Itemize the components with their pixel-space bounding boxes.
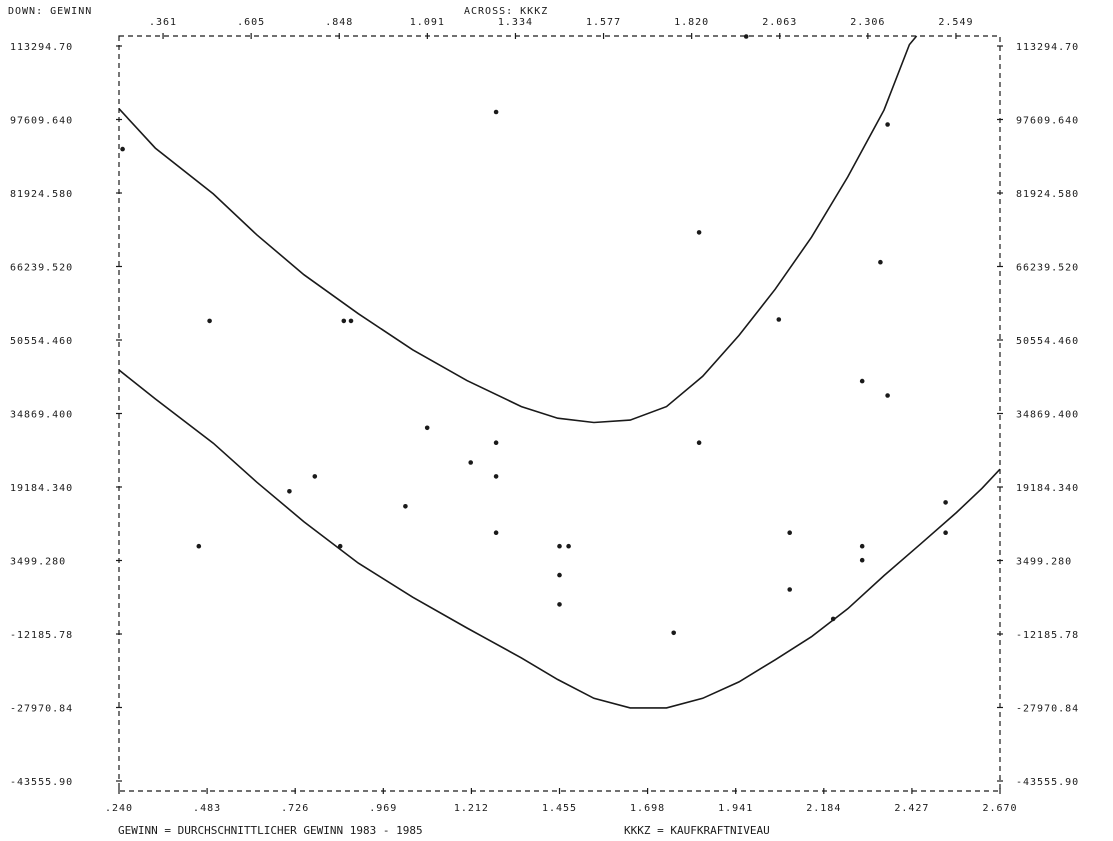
left-tick-label: -12185.78 — [10, 630, 73, 641]
bottom-tick-label: 2.670 — [982, 803, 1017, 814]
right-tick-label: -43555.90 — [1016, 777, 1079, 788]
footnote-gewinn: GEWINN = DURCHSCHNITTLICHER GEWINN 1983 … — [118, 824, 423, 837]
left-tick-label: -43555.90 — [10, 777, 73, 788]
data-point — [557, 572, 562, 578]
data-point — [207, 318, 212, 324]
data-point — [830, 616, 836, 622]
header-across-label: ACROSS: KKKZ — [464, 6, 548, 17]
left-tick-label: 66239.520 — [10, 263, 73, 274]
data-point — [493, 474, 499, 479]
right-tick-label: 3499.280 — [1016, 557, 1072, 568]
data-point — [468, 460, 474, 465]
right-tick-label: -27970.84 — [1016, 704, 1079, 715]
bottom-tick-label: .240 — [105, 803, 133, 814]
bottom-tick-label: .969 — [369, 803, 397, 814]
top-tick-label: 1.577 — [586, 17, 621, 28]
footnote-kkkz: KKKZ = KAUFKRAFTNIVEAU — [624, 824, 770, 837]
bottom-tick-label: 2.427 — [894, 803, 929, 814]
bottom-tick-label: 2.184 — [806, 803, 841, 814]
right-tick-label: -12185.78 — [1016, 630, 1079, 641]
left-tick-label: 81924.580 — [10, 189, 73, 200]
right-tick-label: 34869.400 — [1016, 410, 1079, 421]
right-tick-label: 66239.520 — [1016, 263, 1079, 274]
top-tick-label: 2.306 — [850, 17, 885, 28]
upper-band-curve — [118, 35, 918, 424]
data-point — [743, 34, 749, 39]
data-point — [341, 318, 347, 324]
left-tick-label: 113294.70 — [10, 42, 73, 53]
header-down-label: DOWN: GEWINN — [8, 6, 92, 17]
bottom-tick-label: .483 — [193, 803, 221, 814]
top-tick-label: 1.334 — [498, 17, 533, 28]
top-tick-label: 1.820 — [674, 17, 709, 28]
data-points — [120, 34, 948, 636]
data-point — [878, 259, 883, 265]
data-point — [557, 543, 562, 549]
data-point — [424, 425, 430, 431]
right-tick-label: 113294.70 — [1016, 42, 1079, 53]
bottom-tick-label: .726 — [281, 803, 309, 814]
left-tick-label: 19184.340 — [10, 483, 73, 494]
data-point — [787, 530, 792, 535]
bottom-tick-label: 1.455 — [542, 803, 577, 814]
top-tick-label: .361 — [149, 17, 177, 28]
left-tick-label: 50554.460 — [10, 336, 73, 347]
top-axis-ticks: .361 .605 .848 1.091 1.334 1.577 1.820 2.063 2.3… — [149, 17, 973, 39]
top-tick-label: 2.549 — [938, 17, 973, 28]
data-point — [493, 109, 499, 115]
left-tick-label: 34869.400 — [10, 410, 73, 421]
data-point — [120, 146, 125, 152]
data-point — [885, 393, 890, 398]
data-point — [566, 543, 571, 549]
data-point — [787, 587, 792, 592]
lower-band-curve — [118, 369, 1001, 709]
data-point — [859, 378, 865, 384]
data-point — [885, 122, 890, 127]
data-point — [287, 489, 292, 494]
right-tick-label: 97609.640 — [1016, 116, 1079, 127]
data-point — [337, 543, 343, 549]
right-axis-ticks: 113294.70 97609.640 81924.580 66239.520 5055… — [997, 42, 1079, 788]
data-point — [312, 474, 318, 479]
top-tick-label: .605 — [237, 17, 265, 28]
data-point — [348, 318, 354, 324]
top-tick-label: .848 — [325, 17, 353, 28]
left-tick-label: -27970.84 — [10, 704, 73, 715]
data-point — [776, 317, 782, 322]
data-point — [696, 230, 702, 235]
data-point — [557, 602, 562, 607]
data-point — [403, 504, 408, 509]
left-axis-ticks: 113294.70 97609.640 81924.580 66239.520 5055… — [10, 42, 122, 788]
top-tick-label: 2.063 — [762, 17, 797, 28]
data-point — [696, 440, 702, 446]
data-point — [859, 543, 865, 549]
data-point — [859, 557, 865, 563]
bottom-tick-label: 1.698 — [630, 803, 665, 814]
bottom-tick-label: 1.212 — [454, 803, 489, 814]
data-point — [671, 630, 676, 636]
data-point — [943, 500, 948, 505]
left-tick-label: 3499.280 — [10, 557, 66, 568]
bottom-axis-ticks: .240 .483 .726 .969 1.212 1.455 1.698 1.941 2.18… — [105, 788, 1017, 814]
right-tick-label: 19184.340 — [1016, 483, 1079, 494]
left-tick-label: 97609.640 — [10, 116, 73, 127]
data-point — [493, 530, 499, 535]
top-tick-label: 1.091 — [410, 17, 445, 28]
right-tick-label: 81924.580 — [1016, 189, 1079, 200]
right-tick-label: 50554.460 — [1016, 336, 1079, 347]
data-point — [943, 530, 948, 535]
bottom-tick-label: 1.941 — [718, 803, 753, 814]
data-point — [196, 543, 202, 549]
data-point — [493, 440, 499, 446]
